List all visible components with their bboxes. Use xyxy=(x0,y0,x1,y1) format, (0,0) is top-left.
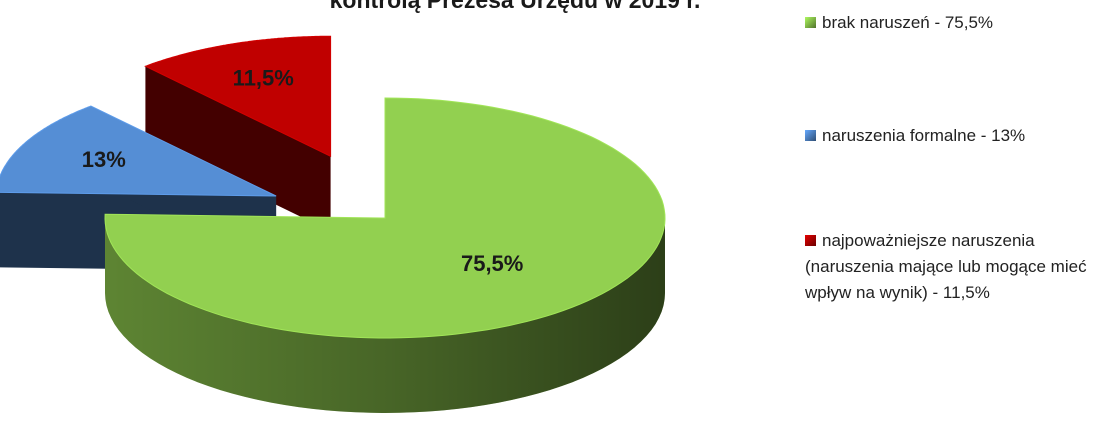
chart-title: kontrolą Prezesa Urzędu w 2019 r. xyxy=(330,0,701,13)
slice-group xyxy=(144,35,332,232)
data-label: 13% xyxy=(82,147,126,172)
legend-entry: najpoważniejsze naruszenia (naruszenia m… xyxy=(805,228,1090,306)
legend-label: najpoważniejsze naruszenia (naruszenia m… xyxy=(805,231,1087,302)
legend-label: naruszenia formalne - 13% xyxy=(822,126,1026,145)
pie-slice xyxy=(144,35,332,158)
legend-label: brak naruszeń - 75,5% xyxy=(822,13,994,32)
data-label: 11,5% xyxy=(233,66,294,91)
data-label: 75,5% xyxy=(461,251,523,276)
slice-wall-shade xyxy=(105,218,665,413)
slice-side xyxy=(145,66,331,232)
pie-slice xyxy=(0,105,277,197)
legend-entry: naruszenia formalne - 13% xyxy=(805,123,1090,149)
pie xyxy=(0,35,666,413)
slice-group xyxy=(104,97,666,413)
legend-entry: brak naruszeń - 75,5% xyxy=(805,10,1090,36)
legend-swatch xyxy=(805,17,816,28)
legend-swatch xyxy=(805,235,816,246)
pie-slice xyxy=(104,97,666,339)
legend-swatch xyxy=(805,130,816,141)
